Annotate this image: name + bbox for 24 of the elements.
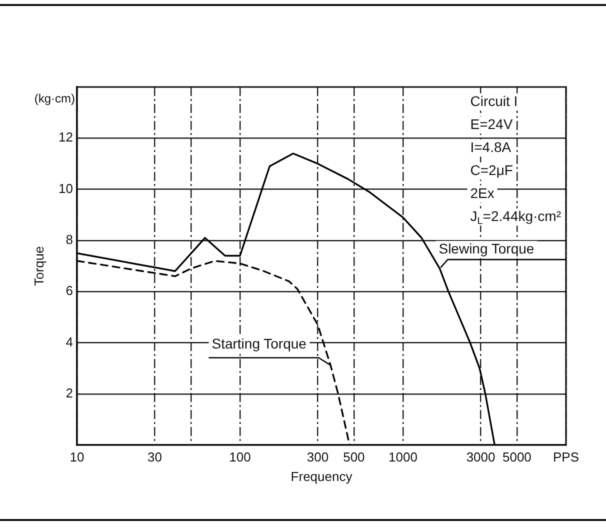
annotation: C=2μF [470,162,513,178]
y-tick-label: 12 [58,130,73,145]
x-tick-label: 30 [148,449,162,464]
x-tick-label: 3000 [466,449,496,464]
y-tick-label: 8 [66,232,73,248]
x-tick-label: 5000 [502,449,532,464]
annotation: 2Ex [470,184,494,201]
y-axis-title: Torque [31,246,46,286]
annotation: Circuit I [470,92,518,109]
y-tick-label: 10 [58,180,73,196]
annotation: I=4.8A [470,138,512,155]
x-tick-label: 500 [343,449,365,464]
series-label: Slewing Torque [438,240,534,256]
x-tick-label: 300 [306,449,329,464]
series-label: Starting Torque [212,336,307,352]
x-tick-label: 100 [229,449,251,464]
x-tick-label: 1000 [388,449,418,464]
y-tick-label: 2 [66,385,73,400]
x-axis-title: Frequency [290,468,353,484]
y-tick-label: 4 [66,334,73,350]
x-tick-label: PPS [552,449,580,464]
annotation: E=24V [470,116,514,132]
y-tick-label: 6 [66,283,73,298]
text: (kg·cm) [34,91,76,106]
